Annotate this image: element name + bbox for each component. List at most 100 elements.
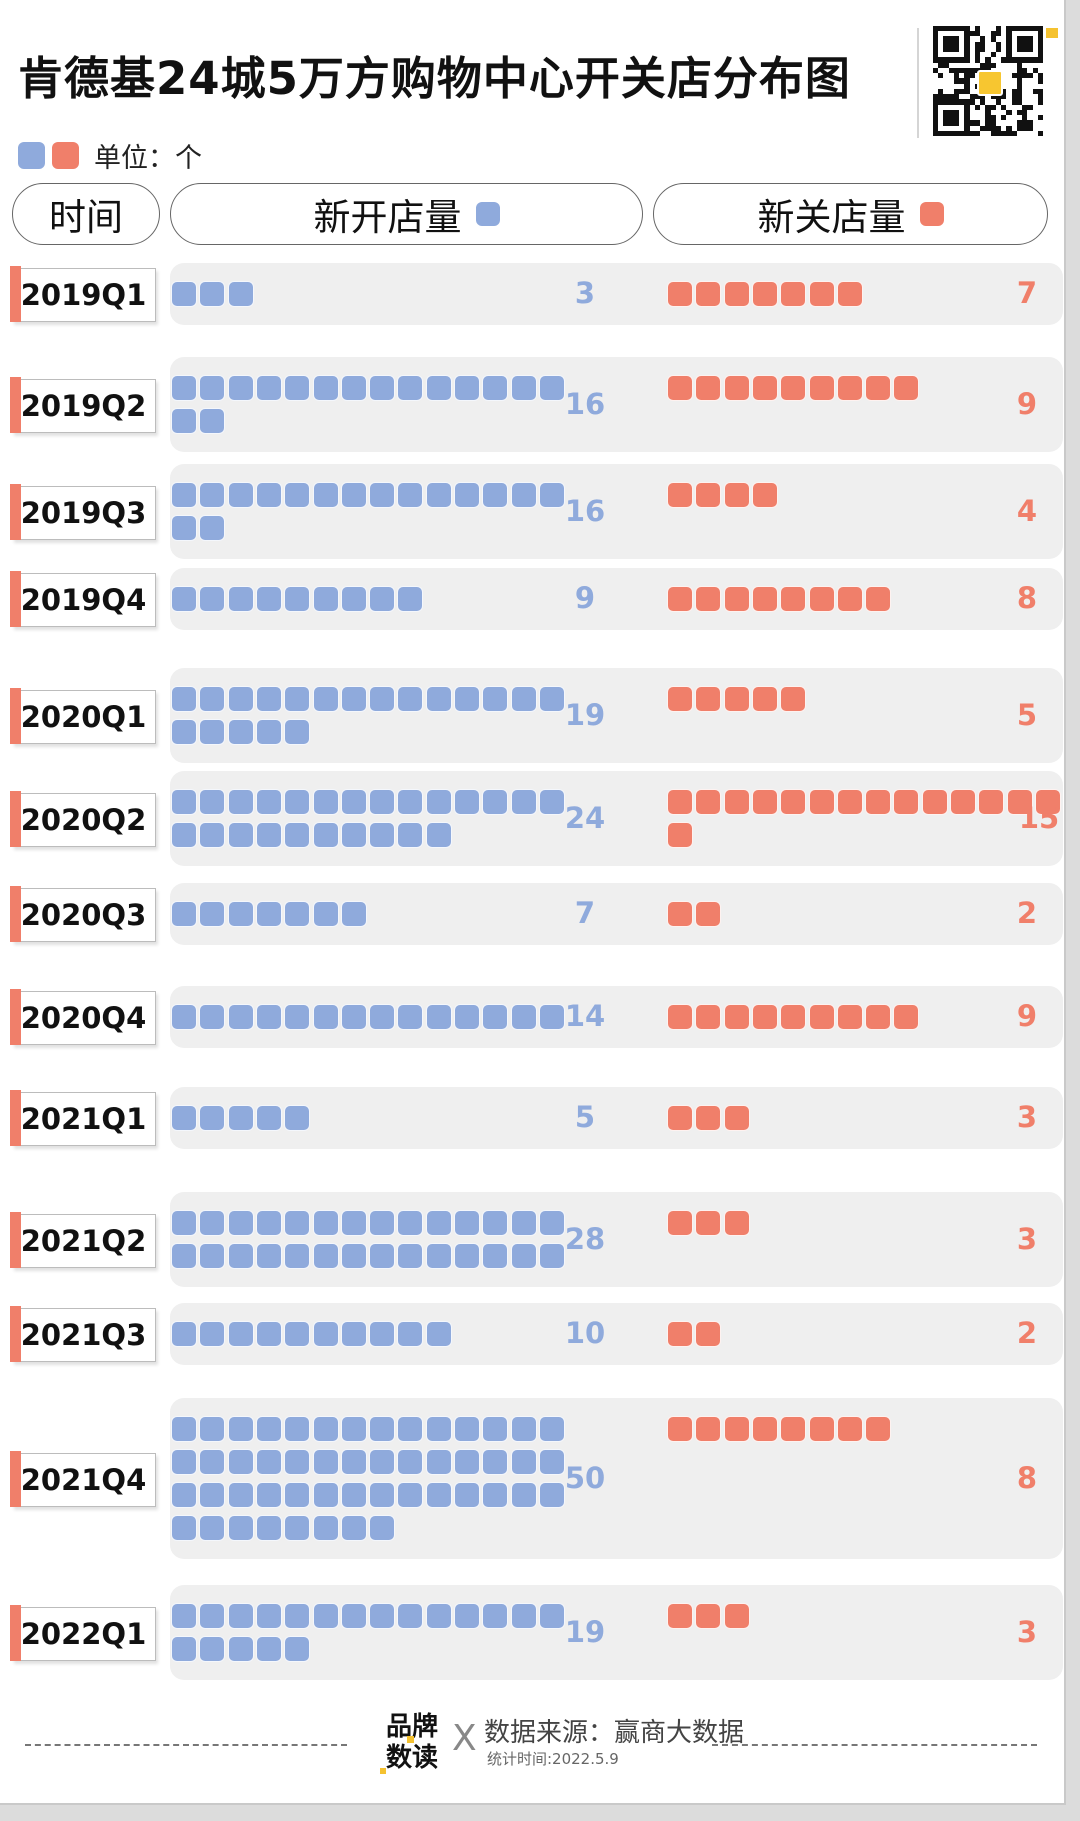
open-store-block — [510, 789, 537, 815]
close-store-block — [695, 1416, 722, 1442]
close-store-block — [751, 281, 778, 307]
close-store-block — [780, 586, 807, 612]
brand-accent-dot — [380, 1768, 386, 1774]
quarter-label: 2020Q2 — [12, 792, 156, 847]
open-store-block — [227, 1482, 254, 1508]
open-store-block — [199, 1482, 226, 1508]
close-store-block — [723, 1105, 750, 1131]
open-count: 19 — [564, 697, 606, 732]
close-count: 3 — [1016, 1614, 1038, 1649]
open-store-block — [284, 789, 311, 815]
open-count: 9 — [574, 581, 596, 615]
open-store-block — [538, 1243, 565, 1269]
open-store-block — [454, 686, 480, 712]
data-source: 数据来源：赢商大数据 — [484, 1718, 745, 1748]
close-store-block — [836, 1004, 863, 1030]
close-store-block — [808, 375, 835, 401]
close-store-block — [695, 281, 722, 307]
open-store-block — [284, 822, 311, 848]
close-count: 8 — [1016, 581, 1038, 615]
open-store-block — [255, 1449, 282, 1475]
row-background — [170, 1192, 1063, 1287]
open-store-block — [255, 719, 282, 745]
open-store-block — [199, 1004, 226, 1030]
open-store-block — [510, 1482, 537, 1508]
open-store-block — [340, 482, 367, 508]
open-store-block — [340, 1449, 367, 1475]
open-store-block — [510, 1210, 537, 1236]
open-store-block — [340, 686, 367, 712]
open-store-block — [369, 1243, 396, 1269]
open-store-block — [340, 1416, 367, 1442]
open-store-block — [425, 375, 452, 401]
open-store-block — [171, 901, 197, 927]
open-store-block — [284, 1416, 311, 1442]
header-open: 新开店量 — [170, 183, 643, 245]
open-store-block — [171, 686, 197, 712]
open-count: 7 — [574, 896, 596, 930]
footer-divider-left — [25, 1744, 347, 1746]
open-store-block — [199, 1210, 226, 1236]
open-store-block — [369, 1515, 396, 1541]
open-store-block — [255, 1603, 282, 1629]
close-store-block — [865, 789, 892, 815]
quarter-label: 2020Q1 — [12, 689, 156, 744]
quarter-accent — [10, 1211, 21, 1268]
open-store-block — [538, 375, 565, 401]
close-store-block — [893, 1004, 920, 1030]
open-store-block — [284, 1004, 311, 1030]
open-store-block — [284, 1515, 311, 1541]
close-store-block — [695, 1210, 722, 1236]
infographic-card: 肯德基24城5万方购物中心开关店分布图 单位：个 时间 新开店量 新关店量 20… — [0, 0, 1066, 1805]
close-store-block — [723, 1603, 750, 1629]
close-store-block — [780, 375, 807, 401]
open-store-block — [369, 1482, 396, 1508]
close-store-block — [865, 1416, 892, 1442]
quarter-accent — [10, 483, 21, 540]
open-store-block — [284, 901, 311, 927]
open-store-block — [312, 1004, 339, 1030]
open-store-block — [255, 789, 282, 815]
open-store-block — [312, 1515, 339, 1541]
close-store-block — [667, 822, 693, 848]
header-close-swatch — [919, 202, 944, 226]
unit-label: 单位：个 — [94, 142, 202, 174]
open-store-block — [199, 1243, 226, 1269]
open-store-block — [369, 1210, 396, 1236]
quarter-label: 2021Q1 — [12, 1092, 156, 1146]
close-store-block — [723, 1210, 750, 1236]
open-store-block — [227, 1449, 254, 1475]
close-store-block — [723, 1416, 750, 1442]
open-store-block — [397, 1603, 424, 1629]
open-store-block — [538, 1482, 565, 1508]
open-store-block — [171, 1321, 197, 1347]
close-store-block — [667, 789, 693, 815]
row-background — [170, 668, 1063, 763]
quarter-accent — [10, 1450, 21, 1507]
quarter-accent — [10, 1090, 21, 1146]
open-store-block — [482, 375, 509, 401]
close-store-block — [723, 686, 750, 712]
open-store-block — [538, 1449, 565, 1475]
open-store-block — [199, 408, 226, 434]
close-store-block — [836, 1416, 863, 1442]
close-store-block — [695, 1004, 722, 1030]
open-store-block — [510, 1243, 537, 1269]
legend-open-swatch — [18, 141, 45, 169]
open-store-block — [482, 1449, 509, 1475]
open-store-block — [510, 1004, 537, 1030]
quarter-accent — [10, 571, 21, 627]
open-store-block — [199, 1449, 226, 1475]
open-store-block — [425, 482, 452, 508]
open-store-block — [510, 1449, 537, 1475]
close-store-block — [865, 586, 892, 612]
open-store-block — [199, 482, 226, 508]
open-store-block — [171, 1004, 197, 1030]
quarter-label: 2020Q4 — [12, 991, 156, 1045]
open-store-block — [255, 1105, 282, 1131]
row-background — [170, 357, 1063, 452]
quarter-accent — [10, 790, 21, 847]
open-store-block — [284, 1482, 311, 1508]
close-store-block — [667, 1321, 693, 1347]
close-store-block — [667, 901, 693, 927]
